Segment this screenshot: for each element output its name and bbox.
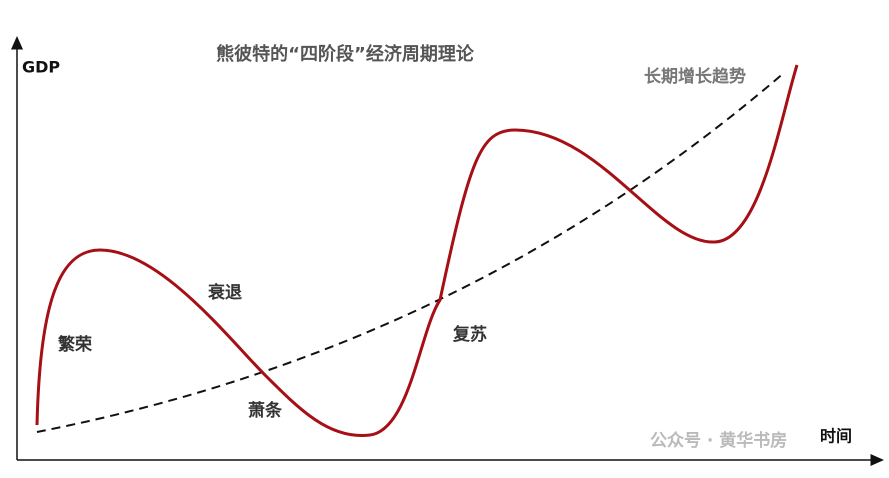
x-axis-label: 时间 bbox=[820, 427, 852, 446]
title: 熊彼特的“四阶段”经济周期理论 bbox=[216, 43, 475, 65]
cycle-curve bbox=[35, 64, 799, 438]
phase-label: 繁荣 bbox=[57, 334, 92, 355]
y-axis-label: GDP bbox=[22, 58, 60, 77]
phase-label: 萧条 bbox=[248, 400, 283, 421]
trend-label: 长期增长趋势 bbox=[644, 66, 746, 87]
trend-line bbox=[36, 71, 786, 433]
phase-label: 复苏 bbox=[452, 324, 487, 345]
phase-label: 衰退 bbox=[207, 282, 242, 303]
watermark: 公众号 · 黄华书房 bbox=[650, 430, 787, 451]
